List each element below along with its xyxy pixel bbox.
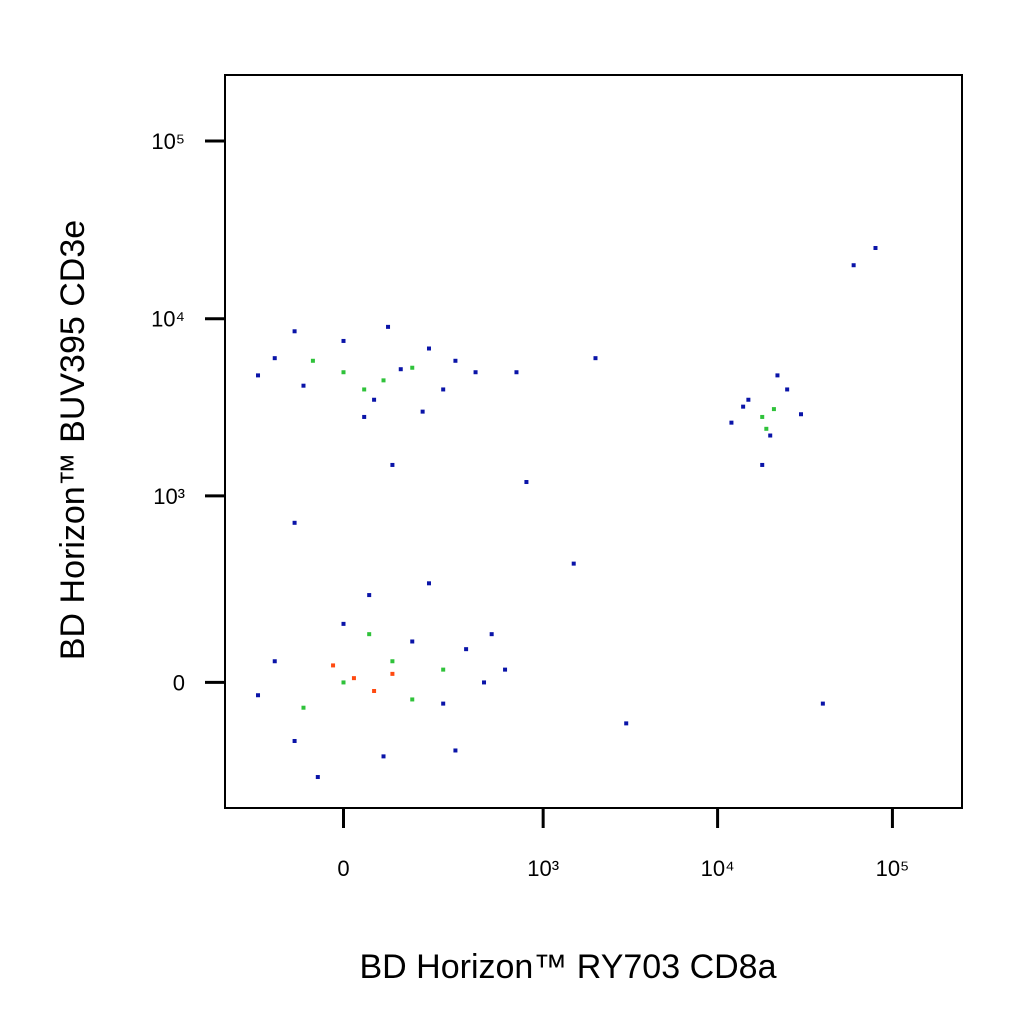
data-point <box>292 738 297 743</box>
data-point <box>362 387 367 392</box>
data-point <box>571 561 576 566</box>
data-point <box>256 693 261 698</box>
data-point <box>301 705 306 710</box>
data-point <box>315 775 320 780</box>
data-point <box>367 632 372 637</box>
data-point <box>301 383 306 388</box>
data-point <box>514 370 519 375</box>
x-tick-label: 10⁴ <box>701 856 735 881</box>
data-point <box>341 680 346 685</box>
x-axis-label: BD Horizon™ RY703 CD8a <box>360 948 777 986</box>
data-point <box>390 659 395 664</box>
data-point <box>420 409 425 414</box>
data-point <box>746 397 751 402</box>
data-point <box>820 701 825 706</box>
data-point <box>741 404 746 409</box>
data-point <box>799 412 804 417</box>
data-point <box>410 639 415 644</box>
y-tick-label: 10⁵ <box>151 129 185 154</box>
data-point <box>775 373 780 378</box>
data-point <box>341 621 346 626</box>
data-point <box>390 462 395 467</box>
data-point <box>464 647 469 652</box>
x-tick-label: 10⁵ <box>876 856 910 881</box>
data-point <box>851 263 856 268</box>
data-point <box>453 358 458 363</box>
plot-frame <box>224 74 963 809</box>
data-point <box>351 676 356 681</box>
data-point <box>473 370 478 375</box>
y-axis-label: BD Horizon™ BUV395 CD3e <box>54 220 92 660</box>
data-point <box>768 433 773 438</box>
data-point <box>441 387 446 392</box>
data-point <box>272 659 277 664</box>
data-point <box>272 356 277 361</box>
data-point <box>398 367 403 372</box>
data-point <box>729 420 734 425</box>
data-point <box>426 346 431 351</box>
data-point <box>390 671 395 676</box>
data-point <box>341 338 346 343</box>
data-point <box>441 701 446 706</box>
data-point <box>256 373 261 378</box>
data-point <box>593 356 598 361</box>
data-point <box>372 397 377 402</box>
y-tick-label: 10⁴ <box>151 307 185 332</box>
data-point <box>453 748 458 753</box>
data-point <box>785 387 790 392</box>
data-point <box>331 663 336 668</box>
data-point <box>760 414 765 419</box>
data-point <box>771 407 776 412</box>
data-point <box>310 358 315 363</box>
data-point <box>372 688 377 693</box>
data-point <box>381 378 386 383</box>
data-point <box>292 520 297 525</box>
data-point <box>503 667 508 672</box>
data-point <box>482 680 487 685</box>
data-point <box>410 365 415 370</box>
data-point <box>410 697 415 702</box>
data-point <box>489 632 494 637</box>
data-point <box>426 581 431 586</box>
data-point <box>873 245 878 250</box>
data-point <box>524 480 529 485</box>
data-point <box>624 721 629 726</box>
data-point <box>441 667 446 672</box>
data-point <box>292 329 297 334</box>
data-point <box>381 754 386 759</box>
y-tick-label: 10³ <box>153 484 185 509</box>
x-tick-label: 10³ <box>527 856 559 881</box>
data-point <box>367 593 372 598</box>
data-point <box>362 414 367 419</box>
y-tick-label: 0 <box>173 670 185 695</box>
data-point <box>764 426 769 431</box>
data-point <box>760 462 765 467</box>
data-point <box>341 370 346 375</box>
x-tick-label: 0 <box>337 856 349 881</box>
data-point <box>386 324 391 329</box>
